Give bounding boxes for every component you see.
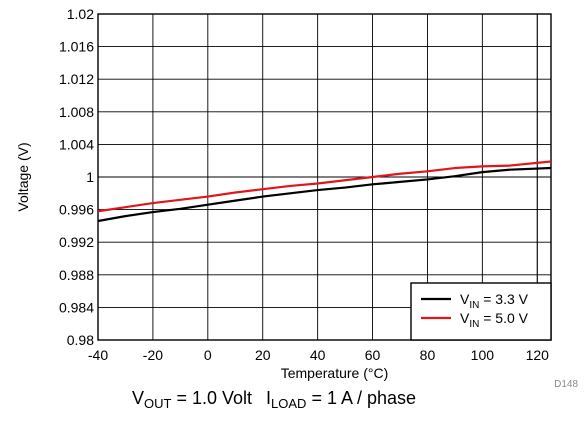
legend-label: VIN = 5.0 V [460, 310, 529, 330]
x-tick-label: 80 [420, 347, 436, 363]
y-tick-label: 0.98 [67, 332, 94, 348]
figure-id: D148 [554, 379, 578, 390]
series-line-1 [97, 166, 552, 223]
y-tick-label: 0.984 [59, 299, 94, 315]
x-tick-label: 0 [204, 347, 212, 363]
y-axis-title: Voltage (V) [15, 142, 31, 211]
x-tick-label: 120 [526, 347, 550, 363]
x-tick-label: 40 [310, 347, 326, 363]
y-tick-label: 1.008 [59, 104, 94, 120]
y-tick-label: 0.988 [59, 267, 94, 283]
legend [410, 282, 552, 341]
x-tick-label: 100 [471, 347, 495, 363]
y-tick-label: 1.004 [59, 136, 94, 152]
x-axis-title: Temperature (°C) [281, 365, 389, 381]
y-tick-label: 1 [86, 169, 94, 185]
y-tick-label: 0.996 [59, 202, 94, 218]
x-tick-label: 20 [255, 347, 271, 363]
x-tick-label: -40 [88, 347, 108, 363]
y-tick-label: 1.02 [67, 6, 94, 22]
plot-frame [97, 13, 552, 341]
chart-caption: VOUT = 1.0 Volt ILOAD = 1 A / phase [132, 388, 416, 411]
caption-vout: VOUT = 1.0 Volt [132, 388, 253, 411]
caption-iload: ILOAD = 1 A / phase [266, 388, 417, 411]
y-tick-label: 0.992 [59, 234, 94, 250]
y-tick-label: 1.012 [59, 71, 94, 87]
x-tick-label: 60 [365, 347, 381, 363]
series-line-2 [97, 160, 552, 213]
y-tick-label: 1.016 [59, 39, 94, 55]
legend-label: VIN = 3.3 V [460, 291, 529, 311]
x-tick-label: -20 [143, 347, 163, 363]
